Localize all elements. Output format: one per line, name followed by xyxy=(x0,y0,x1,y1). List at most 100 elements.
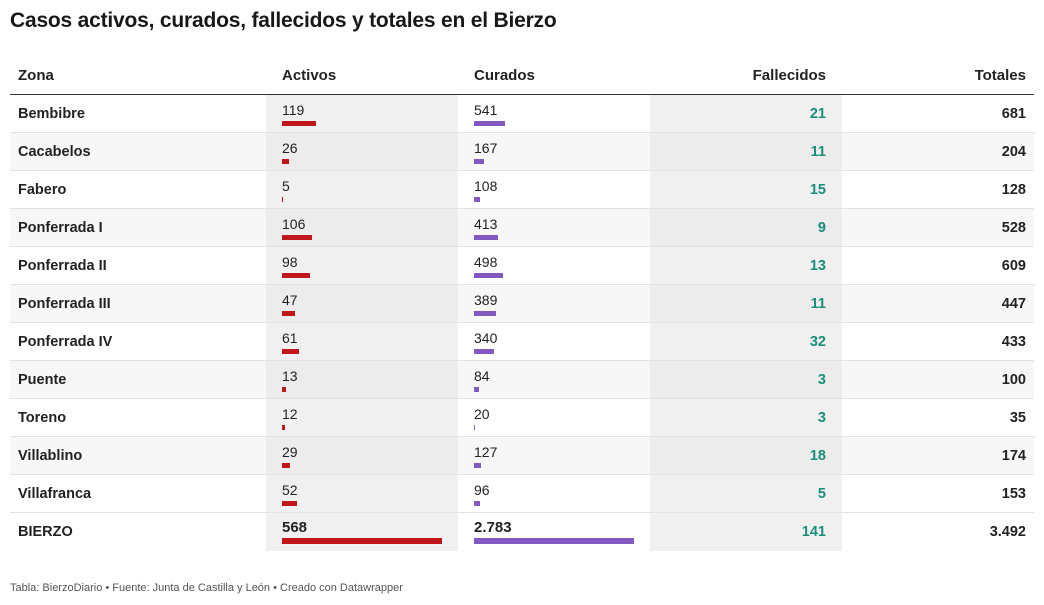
cell-activos: 5 xyxy=(266,170,458,209)
cell-totales: 128 xyxy=(842,170,1034,209)
curados-bar xyxy=(474,196,480,202)
curados-bar xyxy=(474,120,505,126)
curados-bar xyxy=(474,386,479,392)
activos-bar xyxy=(282,424,285,430)
table-row: Puente 13 84 3 100 xyxy=(10,360,1034,399)
header-row: Zona Activos Curados Fallecidos Totales xyxy=(10,56,1034,95)
curados-value: 2.783 xyxy=(474,519,512,537)
activos-value: 98 xyxy=(282,253,298,270)
activos-value: 5 xyxy=(282,177,290,194)
cell-curados: 498 xyxy=(458,246,650,285)
cell-fallecidos: 5 xyxy=(650,474,842,513)
activos-value: 12 xyxy=(282,405,298,422)
activos-value: 52 xyxy=(282,481,298,498)
cell-curados: 127 xyxy=(458,436,650,475)
activos-bar xyxy=(282,462,290,468)
cell-zona: Ponferrada II xyxy=(10,246,266,285)
curados-value: 108 xyxy=(474,177,498,194)
cell-zona: Puente xyxy=(10,360,266,399)
curados-bar xyxy=(474,500,480,506)
table-row: Villablino 29 127 18 174 xyxy=(10,436,1034,475)
table-body: Bembibre 119 541 21 681 Cacabelos 26 167 11 204 Fa… xyxy=(10,94,1034,551)
activos-bar xyxy=(282,500,297,506)
activos-value: 568 xyxy=(282,519,308,537)
cell-curados: 413 xyxy=(458,208,650,247)
activos-bar xyxy=(282,272,310,278)
cell-activos: 29 xyxy=(266,436,458,475)
cell-curados: 167 xyxy=(458,132,650,171)
table-row: Ponferrada I 106 413 9 528 xyxy=(10,208,1034,247)
curados-bar xyxy=(474,310,496,316)
cell-zona: BIERZO xyxy=(18,523,73,540)
cell-fallecidos: 11 xyxy=(650,132,842,171)
header-curados[interactable]: Curados xyxy=(458,56,650,95)
activos-value: 106 xyxy=(282,215,306,232)
footer-credits: Tabla: BierzoDiario • Fuente: Junta de C… xyxy=(10,582,403,594)
cell-totales: 204 xyxy=(842,132,1034,171)
curados-value: 127 xyxy=(474,443,498,460)
table-row: Ponferrada III 47 389 11 447 xyxy=(10,284,1034,323)
cell-fallecidos: 3 xyxy=(650,360,842,399)
cell-fallecidos: 32 xyxy=(650,322,842,361)
curados-value: 84 xyxy=(474,367,490,384)
activos-value: 29 xyxy=(282,443,298,460)
table-row: Ponferrada IV 61 340 32 433 xyxy=(10,322,1034,361)
curados-bar xyxy=(474,234,498,240)
header-totales[interactable]: Totales xyxy=(842,56,1034,95)
cell-activos: 13 xyxy=(266,360,458,399)
cell-totales: 35 xyxy=(842,398,1034,437)
cell-totales: 153 xyxy=(842,474,1034,513)
cell-totales: 433 xyxy=(842,322,1034,361)
cell-fallecidos: 9 xyxy=(650,208,842,247)
activos-bar xyxy=(282,196,283,202)
data-table: Zona Activos Curados Fallecidos Totales … xyxy=(10,56,1034,551)
curados-value: 167 xyxy=(474,139,498,156)
cell-totales: 681 xyxy=(842,94,1034,133)
cell-fallecidos: 13 xyxy=(650,246,842,285)
cell-zona: Toreno xyxy=(10,398,266,437)
activos-value: 47 xyxy=(282,291,298,308)
cell-zona: Fabero xyxy=(10,170,266,209)
table-row: Cacabelos 26 167 11 204 xyxy=(10,132,1034,171)
cell-totales: 447 xyxy=(842,284,1034,323)
cell-curados: 541 xyxy=(458,94,650,133)
cell-totales: 528 xyxy=(842,208,1034,247)
cell-activos: 106 xyxy=(266,208,458,247)
total-row: BIERZO 568 2.783 141 3.492 xyxy=(10,512,1034,551)
cell-curados: 108 xyxy=(458,170,650,209)
activos-bar xyxy=(282,120,316,126)
cell-activos: 12 xyxy=(266,398,458,437)
cell-activos: 61 xyxy=(266,322,458,361)
cell-zona: Bembibre xyxy=(10,94,266,133)
cell-zona: Villablino xyxy=(10,436,266,475)
curados-value: 541 xyxy=(474,101,498,118)
header-fallecidos[interactable]: Fallecidos xyxy=(650,56,842,95)
cell-activos: 52 xyxy=(266,474,458,513)
cell-zona: Ponferrada I xyxy=(10,208,266,247)
header-activos[interactable]: Activos xyxy=(266,56,458,95)
activos-value: 26 xyxy=(282,139,298,156)
cell-curados: 389 xyxy=(458,284,650,323)
curados-value: 340 xyxy=(474,329,498,346)
activos-bar xyxy=(282,386,286,392)
cell-totales: 100 xyxy=(842,360,1034,399)
cell-zona: Ponferrada III xyxy=(10,284,266,323)
cell-totales: 3.492 xyxy=(989,523,1026,540)
cell-zona: Ponferrada IV xyxy=(10,322,266,361)
table-row: Villafranca 52 96 5 153 xyxy=(10,474,1034,513)
curados-bar xyxy=(474,538,634,545)
cell-zona: Cacabelos xyxy=(10,132,266,171)
cell-zona: Villafranca xyxy=(10,474,266,513)
cell-activos: 26 xyxy=(266,132,458,171)
cell-fallecidos: 11 xyxy=(650,284,842,323)
cell-totales: 174 xyxy=(842,436,1034,475)
cell-curados: 20 xyxy=(458,398,650,437)
curados-bar xyxy=(474,462,481,468)
header-zona[interactable]: Zona xyxy=(10,56,266,95)
table-row: Ponferrada II 98 498 13 609 xyxy=(10,246,1034,285)
curados-value: 389 xyxy=(474,291,498,308)
activos-value: 119 xyxy=(282,101,305,118)
cell-curados: 96 xyxy=(458,474,650,513)
curados-bar xyxy=(474,272,503,278)
activos-bar xyxy=(282,158,289,164)
